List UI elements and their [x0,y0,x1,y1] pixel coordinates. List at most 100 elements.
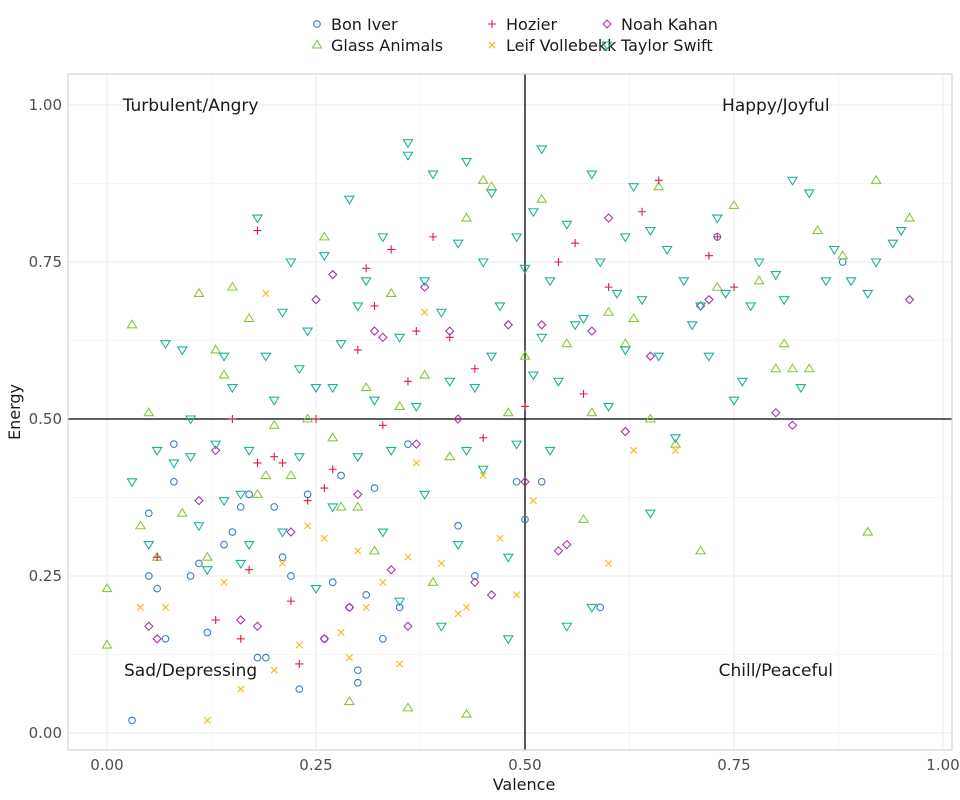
data-point-noah-kahan [587,326,597,336]
y-tick-label: 0.00 [29,724,62,742]
data-point-taylor-swift [711,214,723,224]
quadrant-label-turbulent-angry: Turbulent/Angry [122,96,259,116]
data-point-hozier [228,415,237,423]
data-point-glass-animals [786,363,799,373]
series-glass-animals [101,174,916,718]
data-point-taylor-swift [536,333,548,343]
data-point-taylor-swift [586,170,598,180]
data-point-leif-vollebekk [337,628,345,637]
data-point-taylor-swift [544,277,556,287]
data-point-taylor-swift [251,214,264,224]
data-point-glass-animals [644,413,656,423]
data-point-glass-animals [327,432,339,442]
data-point-taylor-swift [544,446,556,456]
data-point-glass-animals [385,287,397,297]
data-point-bon-iver [295,685,304,693]
data-point-taylor-swift [218,352,230,362]
series-hozier [153,176,738,668]
data-point-bon-iver [362,590,371,599]
data-point-taylor-swift [786,176,799,186]
data-point-hozier [295,659,304,668]
data-point-taylor-swift [561,220,573,230]
data-point-taylor-swift [235,490,247,500]
data-point-hozier [370,301,379,310]
data-point-taylor-swift [368,396,381,406]
data-point-taylor-swift [185,415,197,425]
legend-item-taylor-swift: Taylor Swift [601,36,713,55]
data-point-taylor-swift [778,296,790,306]
data-point-leif-vollebekk [421,308,429,316]
data-point-taylor-swift [151,446,163,456]
data-point-taylor-swift [552,377,565,387]
data-point-taylor-swift [511,233,523,243]
data-point-glass-animals [561,338,573,348]
data-point-noah-kahan [327,269,338,280]
data-point-glass-animals [201,551,213,561]
data-point-glass-animals [302,413,314,423]
data-point-taylor-swift [360,277,372,287]
data-point-bon-iver [521,515,529,524]
series-taylor-swift [126,139,907,645]
data-point-noah-kahan [369,326,380,336]
data-point-leif-vollebekk [270,666,278,674]
x-axis-ticks: 0.00 0.25 0.50 0.75 1.00 [90,756,959,774]
data-point-taylor-swift [352,302,364,312]
data-point-taylor-swift [276,528,289,538]
data-point-taylor-swift [343,195,356,205]
data-point-hozier [303,496,312,505]
data-point-bon-iver [186,572,195,580]
data-point-noah-kahan [603,213,614,223]
data-point-glass-animals [343,696,356,706]
y-tick-label: 0.50 [29,410,62,428]
data-point-taylor-swift [185,453,197,463]
data-point-taylor-swift [419,277,431,287]
legend-item-leif-vollebekk: Leif Vollebekk [488,36,617,55]
x-axis-title: Valence [493,775,556,794]
data-point-taylor-swift [511,440,523,450]
data-point-hozier [604,283,613,292]
data-point-bon-iver [261,653,270,662]
data-point-leif-vollebekk [479,471,487,480]
data-point-glass-animals [402,702,414,712]
data-point-bon-iver [287,572,295,580]
data-point-taylor-swift [310,384,322,394]
data-point-taylor-swift [653,352,665,362]
data-point-leif-vollebekk [295,641,303,649]
legend-label: Bon Iver [331,15,398,34]
data-point-glass-animals [126,319,138,329]
quadrant-label-sad-depressing: Sad/Depressing [124,661,257,681]
data-point-hozier [571,239,580,248]
legend-key-leif-vollebekk [488,41,496,49]
data-point-glass-animals [903,212,916,222]
data-point-taylor-swift [327,503,339,513]
data-point-noah-kahan [470,577,480,588]
legend-key-taylor-swift [601,41,613,51]
data-point-glass-animals [803,363,815,373]
data-point-bon-iver [370,484,379,492]
data-point-leif-vollebekk [278,559,287,568]
data-point-noah-kahan [503,320,514,330]
data-point-glass-animals [226,281,238,291]
legend-item-noah-kahan: Noah Kahan [602,15,718,34]
data-point-taylor-swift [895,227,907,237]
data-point-taylor-swift [243,541,255,551]
data-point-hozier [312,415,320,423]
legend-key-glass-animals [311,39,323,49]
data-point-bon-iver [220,540,228,549]
data-point-taylor-swift [795,384,807,394]
data-point-bon-iver [596,603,605,612]
data-point-leif-vollebekk [671,446,680,454]
data-point-bon-iver [161,634,170,643]
data-point-leif-vollebekk [437,559,445,568]
data-point-glass-animals [770,363,782,373]
legend-item-bon-iver: Bon Iver [313,15,398,34]
data-point-taylor-swift [159,340,172,350]
legend-label: Hozier [506,15,558,34]
data-point-taylor-swift [636,296,648,306]
data-point-bon-iver [195,559,203,568]
data-point-taylor-swift [193,522,205,532]
data-point-leif-vollebekk [220,578,228,586]
data-point-taylor-swift [402,139,414,149]
data-point-noah-kahan [235,615,246,625]
